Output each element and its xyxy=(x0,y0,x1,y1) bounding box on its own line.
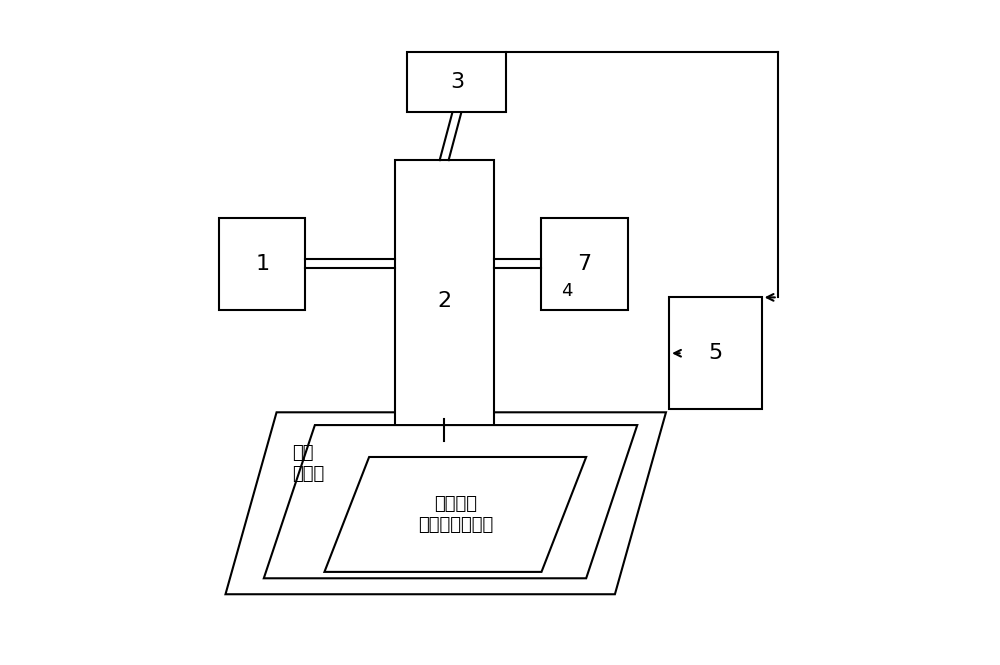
Polygon shape xyxy=(225,412,666,595)
Text: 7: 7 xyxy=(578,254,592,274)
Text: 4: 4 xyxy=(561,282,572,300)
Polygon shape xyxy=(264,425,637,579)
Text: 1: 1 xyxy=(255,254,269,274)
FancyBboxPatch shape xyxy=(219,217,305,310)
FancyBboxPatch shape xyxy=(669,297,762,409)
Polygon shape xyxy=(324,457,586,572)
Text: 试验
电路板: 试验 电路板 xyxy=(293,444,325,483)
FancyBboxPatch shape xyxy=(541,217,628,310)
Text: 被测器件
（衬底面向上）: 被测器件 （衬底面向上） xyxy=(418,495,493,534)
Text: 2: 2 xyxy=(437,291,451,311)
Text: 5: 5 xyxy=(708,343,723,363)
FancyBboxPatch shape xyxy=(407,52,506,112)
FancyBboxPatch shape xyxy=(395,160,494,441)
Text: 3: 3 xyxy=(450,72,464,92)
